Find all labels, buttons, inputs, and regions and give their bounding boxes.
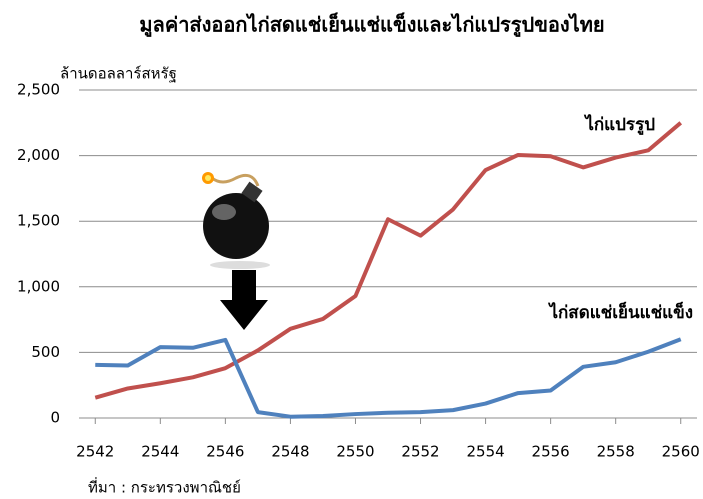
x-tick-label: 2552 (401, 443, 439, 461)
x-tick-label: 2554 (466, 443, 504, 461)
y-tick-label: 2,500 (17, 81, 60, 99)
x-tick-label: 2558 (597, 443, 635, 461)
x-tick-label: 2560 (662, 443, 700, 461)
y-tick-label: 2,000 (17, 146, 60, 164)
x-tick-label: 2546 (206, 443, 244, 461)
chart-title: มูลค่าส่งออกไก่สดแช่เย็นแช่แข็งและไก่แปร… (139, 12, 604, 39)
x-tick-label: 2548 (271, 443, 309, 461)
x-tick-label: 2544 (141, 443, 179, 461)
y-tick-label: 0 (50, 409, 60, 427)
x-tick-label: 2550 (336, 443, 374, 461)
y-tick-label: 1,000 (17, 277, 60, 295)
source-note: ที่มา : กระทรวงพาณิชย์ (88, 477, 241, 497)
series-label: ไก่สดแช่เย็นแช่แข็ง (547, 300, 693, 323)
series-label: ไก่แปรรูป (583, 114, 655, 136)
series-line (95, 123, 680, 398)
y-tick-label: 500 (31, 343, 60, 361)
y-axis-label: ล้านดอลลาร์สหรัฐ (60, 65, 177, 83)
bomb-icon (202, 172, 270, 269)
chart: มูลค่าส่งออกไก่สดแช่เย็นแช่แข็งและไก่แปร… (0, 0, 703, 499)
x-tick-label: 2542 (76, 443, 114, 461)
x-tick-label: 2556 (532, 443, 570, 461)
down-arrow (220, 270, 268, 330)
y-tick-label: 1,500 (17, 212, 60, 230)
